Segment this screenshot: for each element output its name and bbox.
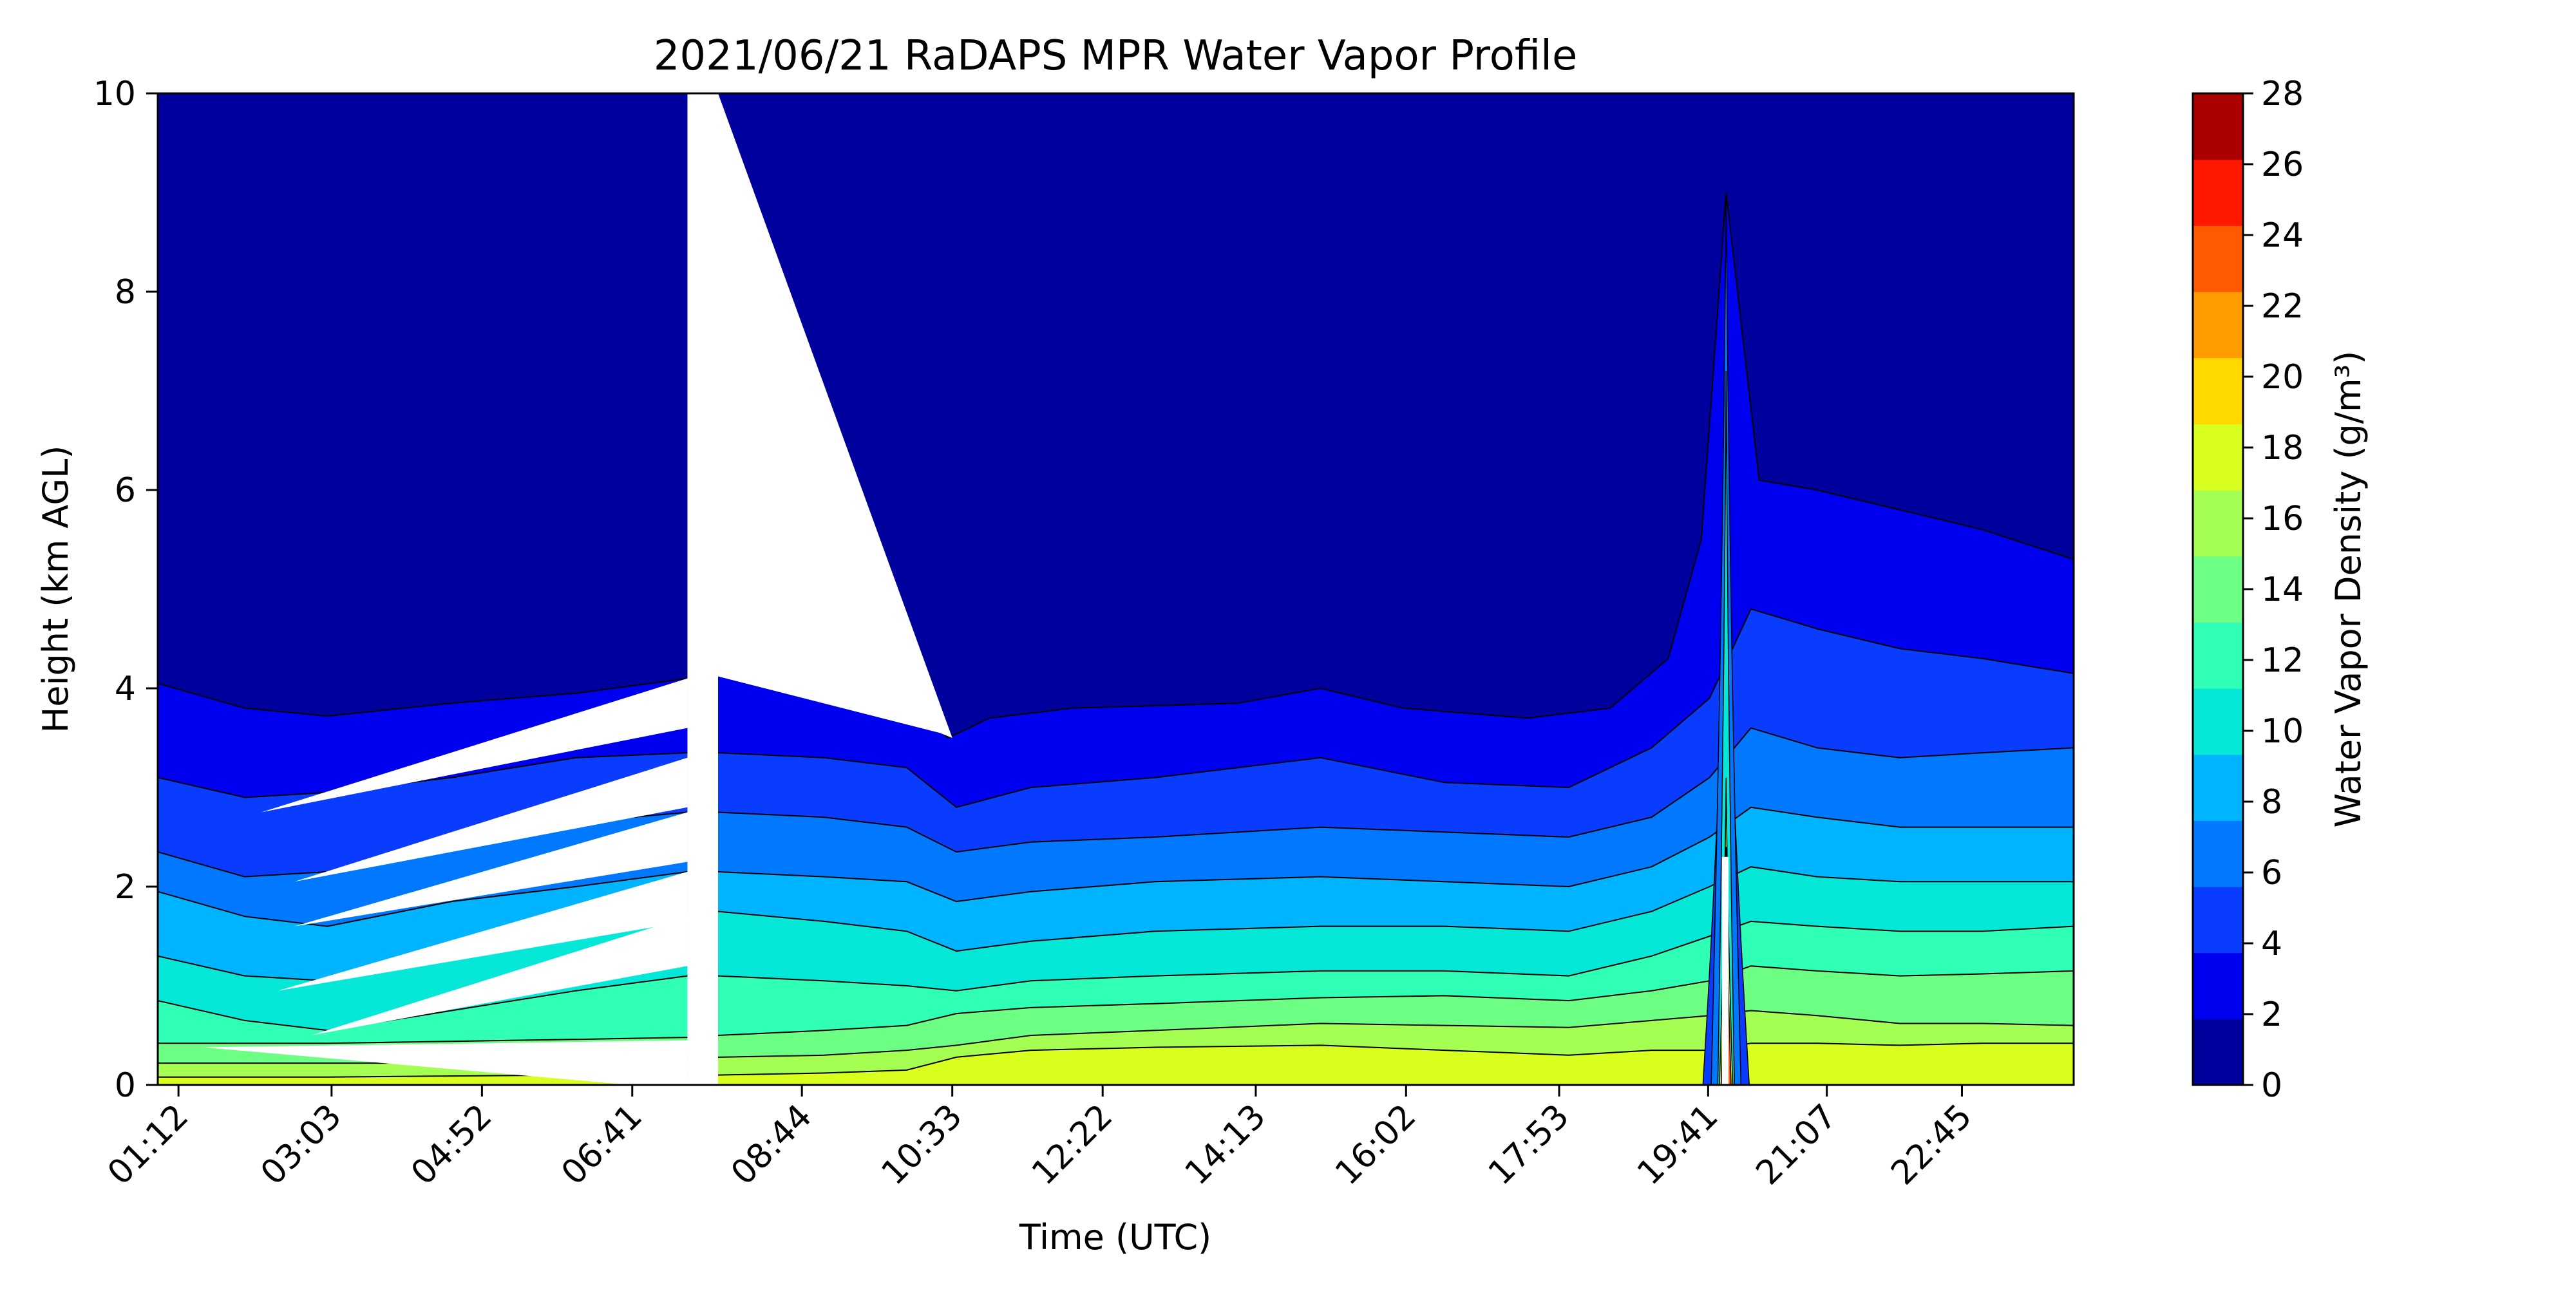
interp-wedge-2 (294, 812, 688, 927)
x-tick-label: 14:13 (1178, 1097, 1273, 1192)
colorbar-swatch (2193, 688, 2243, 755)
x-tick-label: 04:52 (404, 1097, 499, 1192)
x-axis: 01:12 03:03 04:52 06:41 08:44 10:33 12:22 14:13… (100, 1085, 1980, 1192)
colorbar-tick-label: 14 (2261, 570, 2304, 609)
colorbar-swatch (2193, 490, 2243, 557)
colorbar-swatch (2193, 1019, 2243, 1086)
y-tick-label: 0 (115, 1066, 136, 1105)
interp-wedge-3 (278, 871, 688, 991)
colorbar-tick-label: 10 (2261, 712, 2304, 751)
contour-8 (158, 806, 2074, 927)
colorbar-tick-label: 2 (2261, 995, 2282, 1034)
x-tick-label: 22:45 (1884, 1097, 1979, 1192)
contour-4 (158, 608, 2074, 808)
colorbar-swatch (2193, 159, 2243, 226)
colorbar-tick-label: 4 (2261, 925, 2282, 963)
colorbar-tick-label: 8 (2261, 783, 2282, 822)
chart-title: 2021/06/21 RaDAPS MPR Water Vapor Profil… (654, 32, 1578, 80)
interp-wedge-top (687, 93, 952, 738)
colorbar-tick-label: 6 (2261, 854, 2282, 892)
colorbar-swatch (2193, 622, 2243, 689)
colorbar-tick-label: 12 (2261, 641, 2304, 680)
interp-wedge-0 (261, 678, 688, 813)
colorbar-tick-label: 18 (2261, 429, 2304, 467)
x-tick-label: 17:53 (1481, 1097, 1577, 1192)
colorbar-swatch (2193, 820, 2243, 887)
interp-wedge-5 (203, 1040, 688, 1085)
colorbar-tick-label: 20 (2261, 358, 2304, 397)
y-axis-label: Height (km AGL) (35, 446, 76, 733)
contour-2 (158, 192, 2074, 739)
x-tick-label: 06:41 (554, 1097, 650, 1192)
colorbar-swatch (2193, 424, 2243, 491)
interp-wedge-4 (310, 916, 688, 1035)
x-tick-label: 10:33 (874, 1097, 969, 1192)
spike-gap (1721, 856, 1729, 1085)
y-tick-label: 4 (115, 670, 136, 708)
colorbar-swatch (2193, 292, 2243, 359)
colorbar-swatch (2193, 754, 2243, 821)
plot-area (158, 93, 2074, 1085)
x-tick-label: 08:44 (724, 1097, 819, 1192)
colorbar-label: Water Vapor Density (g/m³) (2328, 351, 2369, 828)
x-tick-label: 01:12 (100, 1097, 196, 1192)
plot-frame (156, 92, 2075, 1086)
contour-14 (158, 965, 2074, 1044)
x-tick-label: 16:02 (1328, 1097, 1423, 1192)
x-tick-label: 03:03 (254, 1097, 349, 1192)
x-tick-label: 12:22 (1025, 1097, 1120, 1192)
colorbar-swatch (2193, 225, 2243, 292)
colorbar-tick-label: 24 (2261, 216, 2304, 255)
x-tick-label: 19:41 (1630, 1097, 1725, 1192)
y-tick-label: 10 (93, 75, 136, 113)
contour-18 (158, 1042, 2074, 1078)
x-axis-label: Time (UTC) (1019, 1217, 1212, 1258)
y-axis: 0 2 4 6 8 10 (93, 75, 158, 1105)
interp-wedge-1 (294, 757, 688, 882)
y-tick-label: 6 (115, 471, 136, 510)
colorbar-swatch (2193, 93, 2243, 160)
colorbar-swatch (2193, 357, 2243, 424)
colorbar-tick-label: 22 (2261, 287, 2304, 326)
colorbar-swatch (2193, 952, 2243, 1019)
colorbar-swatch (2193, 556, 2243, 623)
y-tick-label: 2 (115, 868, 136, 907)
colorbar-swatch (2193, 887, 2243, 954)
colorbar-tick-label: 0 (2261, 1066, 2282, 1105)
colorbar-tick-label: 26 (2261, 146, 2304, 184)
colorbar-tick-label: 28 (2261, 75, 2304, 113)
contour-12 (158, 920, 2074, 1032)
y-tick-label: 8 (115, 273, 136, 312)
colorbar-tick-label: 16 (2261, 500, 2304, 538)
x-tick-label: 21:07 (1748, 1097, 1844, 1192)
